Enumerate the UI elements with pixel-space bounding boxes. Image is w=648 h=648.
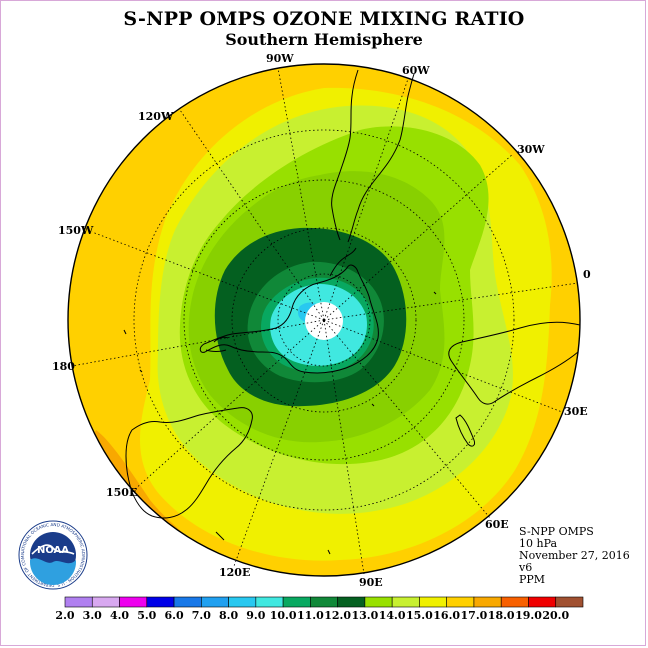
colorbar-swatch xyxy=(528,596,557,608)
colorbar-swatch xyxy=(228,596,257,608)
colorbar-swatch xyxy=(446,596,475,608)
lon-label-90w: 90W xyxy=(266,52,294,65)
version-label: v6 xyxy=(519,561,533,574)
colorbar-swatch xyxy=(201,596,229,608)
map-border xyxy=(67,63,581,577)
lon-label-30w: 30W xyxy=(517,143,545,156)
lon-label-150w: 150W xyxy=(58,224,94,237)
map-subtitle: Southern Hemisphere xyxy=(225,30,423,49)
colorbar-swatch xyxy=(146,596,175,608)
colorbar-tick-label: 10.0 xyxy=(269,609,297,622)
colorbar-tick-label: 11.0 xyxy=(296,609,324,622)
lon-label-60e: 60E xyxy=(485,518,509,531)
colorbar-tick-label: 5.0 xyxy=(137,609,157,622)
lon-label-30e: 30E xyxy=(564,405,588,418)
colorbar-swatch xyxy=(500,596,529,608)
lon-label-90e: 90E xyxy=(359,576,383,589)
lon-label-120e: 120E xyxy=(219,566,251,579)
lon-label-120w: 120W xyxy=(138,110,174,123)
colorbar-tick-label: 4.0 xyxy=(109,609,130,622)
colorbar-swatch xyxy=(364,596,393,608)
colorbar-swatch xyxy=(555,596,584,608)
colorbar-swatch xyxy=(337,596,366,608)
logo-text: NOAA xyxy=(37,545,69,556)
colorbar-tick-label: 16.0 xyxy=(433,609,461,622)
colorbar-tick-label: 18.0 xyxy=(487,609,515,622)
colorbar-tick-label: 12.0 xyxy=(324,609,352,622)
colorbar-swatch xyxy=(282,596,311,608)
colorbar-swatch xyxy=(91,596,120,608)
colorbar xyxy=(64,596,584,608)
colorbar-tick-label: 2.0 xyxy=(55,609,75,622)
latitude-circles xyxy=(133,129,515,511)
units-label: PPM xyxy=(519,573,546,586)
lon-label-0: 0 xyxy=(583,268,591,281)
colorbar-tick-label: 7.0 xyxy=(191,609,211,622)
lon-label-60w: 60W xyxy=(402,64,430,77)
colorbar-swatch xyxy=(419,596,447,608)
instrument-label: S-NPP OMPS xyxy=(519,525,594,538)
colorbar-swatch xyxy=(173,596,202,608)
lon-label-180: 180 xyxy=(52,360,75,373)
colorbar-tick-label: 17.0 xyxy=(460,609,488,622)
colorbar-swatch xyxy=(473,596,502,608)
colorbar-tick-label: 19.0 xyxy=(515,609,542,622)
colorbar-tick-label: 8.0 xyxy=(219,609,239,622)
colorbar-swatch xyxy=(391,596,420,608)
coastlines xyxy=(123,69,581,555)
colorbar-tick-label: 15.0 xyxy=(406,609,433,622)
colorbar-swatch xyxy=(64,596,93,608)
colorbar-tick-label: 14.0 xyxy=(378,609,406,622)
colorbar-tick-label: 9.0 xyxy=(246,609,266,622)
date-label: November 27, 2016 xyxy=(519,549,630,562)
noaa-logo: NATIONAL OCEANIC AND ATMOSPHERIC ADMINIS… xyxy=(18,520,88,590)
colorbar-swatch xyxy=(119,596,148,608)
colorbar-swatch xyxy=(310,596,338,608)
colorbar-swatch xyxy=(255,596,284,608)
colorbar-tick-label: 20.0 xyxy=(542,609,570,622)
colorbar-tick-label: 6.0 xyxy=(164,609,184,622)
colorbar-tick-label: 3.0 xyxy=(82,609,102,622)
map-title: S-NPP OMPS OZONE MIXING RATIO xyxy=(123,8,525,30)
colorbar-tick-label: 13.0 xyxy=(351,609,379,622)
pressure-level-label: 10 hPa xyxy=(519,537,558,550)
meridian-lines xyxy=(71,67,579,575)
lon-label-150e: 150E xyxy=(106,486,138,499)
